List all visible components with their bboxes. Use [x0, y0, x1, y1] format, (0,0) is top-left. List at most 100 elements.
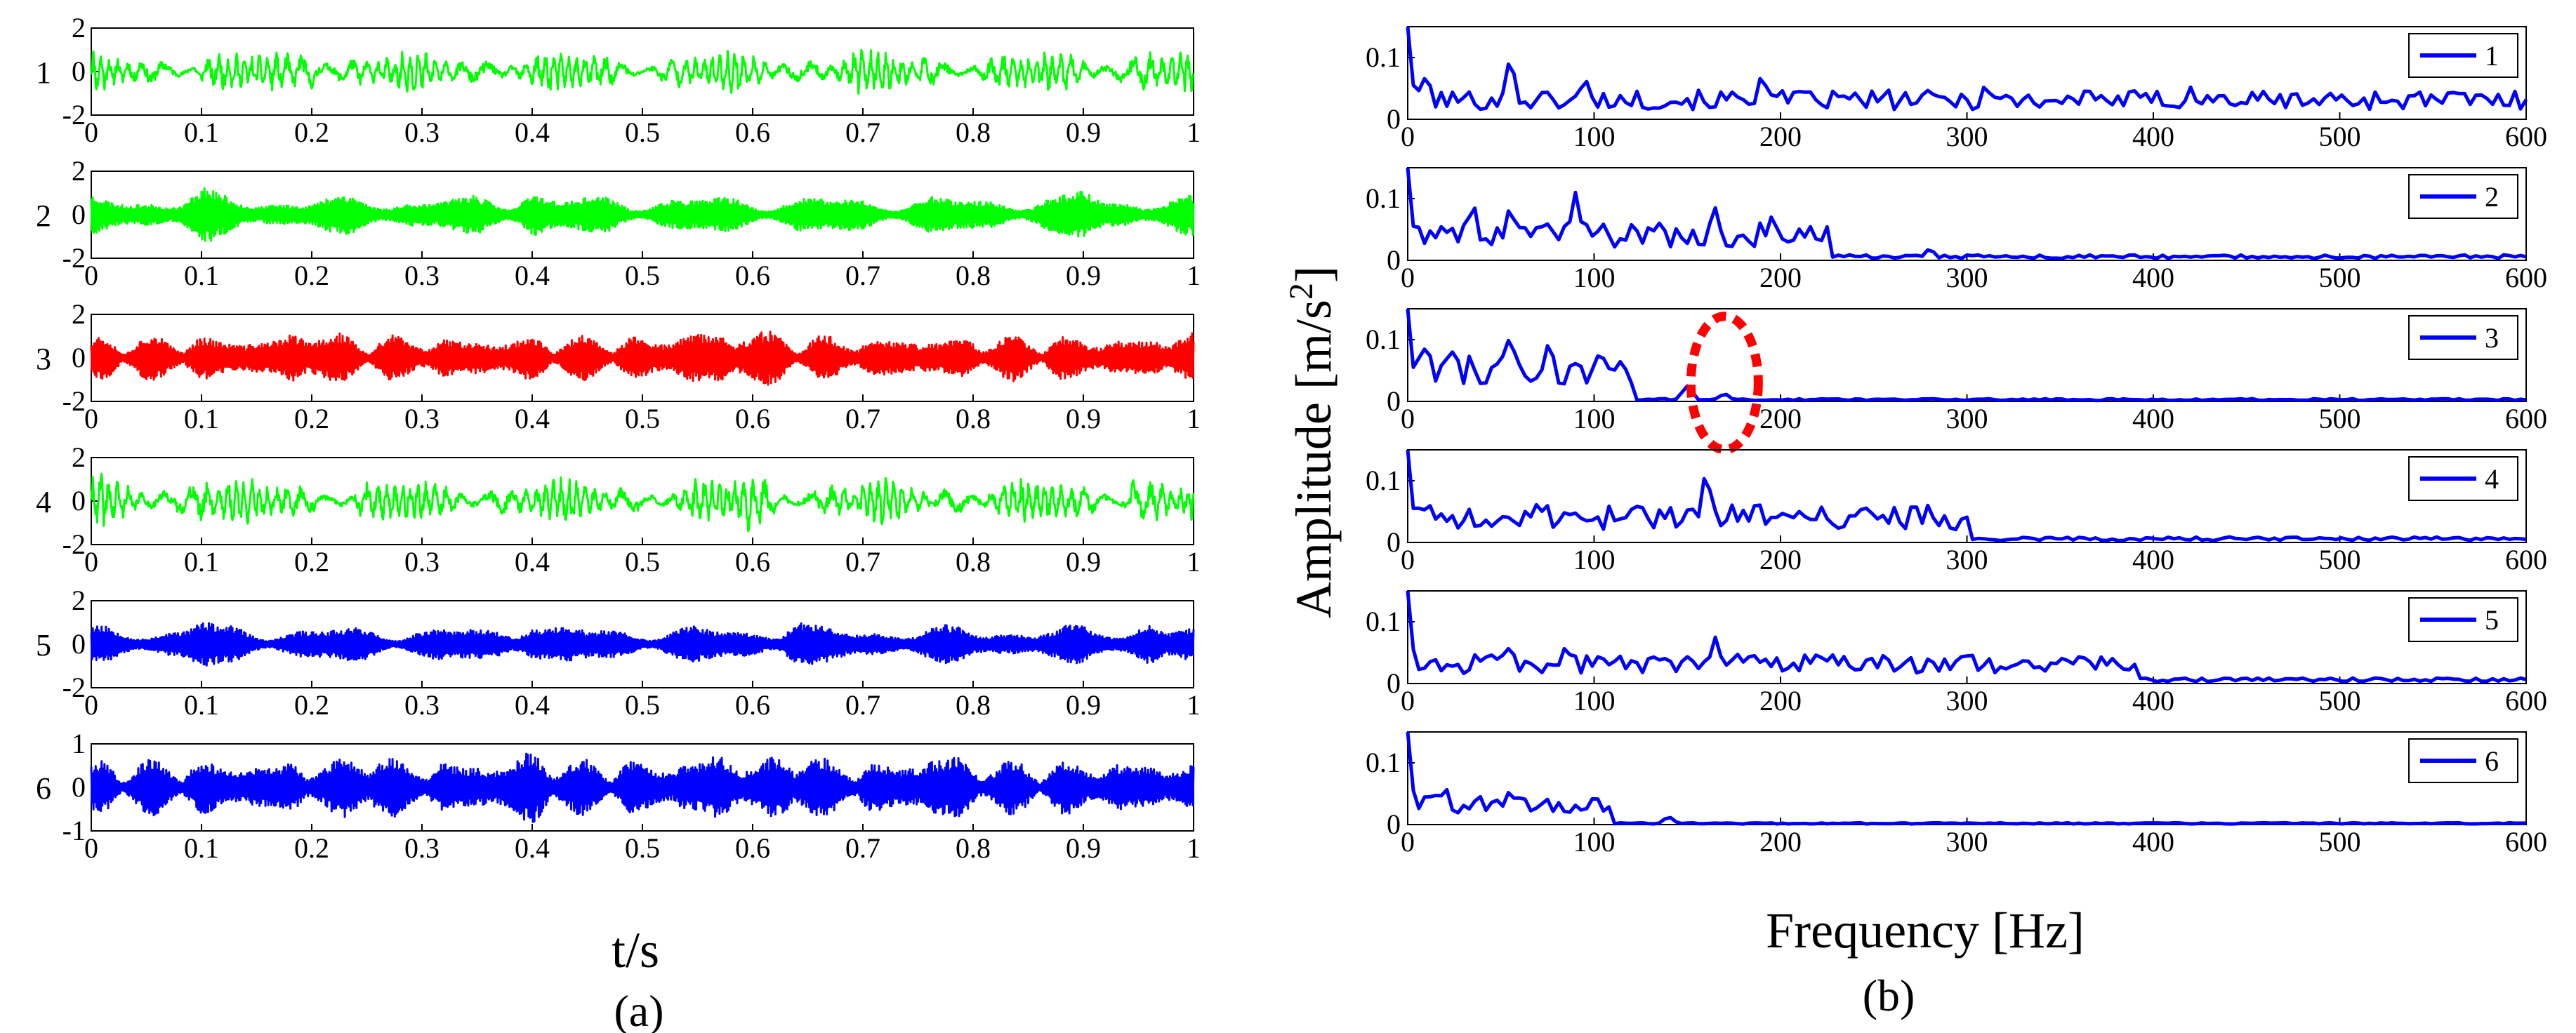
spectrum-subplot-2: 0 0.1 0 100 200 300 400 500 600 2 [1366, 167, 2547, 293]
spectrum-x-tick-label: 0 [1401, 826, 1415, 858]
spectrum-y-tick-label: 0.1 [1366, 606, 1401, 637]
spectrum-x-tick-label: 300 [1946, 544, 1988, 575]
time-x-tick-label: 0.4 [515, 832, 550, 864]
legend-label: 3 [2485, 322, 2499, 354]
spectrum-axes-frame [1407, 731, 2527, 825]
time-x-tick-label: 0.1 [184, 689, 219, 721]
time-y-tick-label: 0 [72, 771, 86, 803]
spectrum-x-tick-label: 500 [2319, 403, 2361, 434]
time-x-tick-label: 0.1 [184, 546, 219, 578]
spectrum-x-tick-label: 500 [2319, 685, 2361, 717]
time-subplot-1: 20-210 0.1 0.2 0.3 0.4 0.5 0.6 0.7 0.8 0.9 1 [36, 12, 1201, 148]
time-signal-3 [90, 331, 1195, 386]
panel-b-xlabel: Frequency [Hz] [1766, 902, 2085, 959]
spectrum-legend: 2 [2408, 174, 2518, 219]
spectrum-x-tick-label: 200 [1759, 121, 1802, 152]
time-x-tick-label: 1 [1187, 116, 1201, 148]
time-y-tick-label: 1 [72, 728, 86, 759]
time-x-tick-label: 0.8 [956, 832, 991, 864]
legend-label: 2 [2485, 181, 2499, 213]
spectrum-x-tick-label: 0 [1401, 262, 1415, 293]
spectrum-subplot-5: 0 0.1 0 100 200 300 400 500 600 5 [1366, 590, 2547, 717]
spectrum-line-3 [1406, 308, 2527, 403]
time-x-tick-label: 0.2 [294, 546, 329, 578]
spectrum-line-1 [1406, 26, 2528, 112]
time-x-tick-label: 0.6 [735, 403, 770, 434]
time-x-tick-label: 1 [1187, 260, 1201, 291]
spectrum-y-tick-label: 0 [1387, 808, 1401, 840]
spectrum-subplot-4: 0 0.1 0 100 200 300 400 500 600 4 [1366, 449, 2547, 575]
spectrum-x-tick-label: 0 [1401, 685, 1415, 717]
time-y-tick-label: 2 [72, 585, 86, 616]
time-x-tick-label: 0 [84, 832, 98, 864]
time-x-tick-label: 0 [84, 689, 98, 721]
time-y-tick-label: 0 [72, 485, 86, 516]
time-x-tick-label: 0.1 [184, 260, 219, 291]
spectrum-y-tick-label: 0 [1387, 526, 1401, 558]
spectrum-x-tick-label: 500 [2319, 826, 2361, 858]
spectrum-x-tick-label: 0 [1401, 403, 1415, 434]
spectrum-x-tick-label: 400 [2132, 403, 2174, 434]
time-x-tick-label: 0 [84, 260, 98, 291]
time-x-tick-label: 0.9 [1066, 832, 1101, 864]
time-x-tick-label: 0.5 [625, 832, 660, 864]
spectrum-x-tick-label: 100 [1573, 403, 1616, 434]
time-x-tick-label: 0.7 [845, 546, 880, 578]
highlight-ellipse [1686, 312, 1763, 455]
spectrum-y-tick-label: 0.1 [1366, 465, 1401, 496]
time-signal-5 [90, 622, 1195, 667]
time-x-tick-label: 0.7 [845, 832, 880, 864]
time-x-tick-label: 1 [1187, 546, 1201, 578]
legend-label: 6 [2485, 745, 2499, 777]
spectrum-axes-frame [1407, 449, 2527, 543]
time-x-tick-label: 0.9 [1066, 546, 1101, 578]
time-x-tick-label: 0.1 [184, 832, 219, 864]
time-x-tick-label: 0.7 [845, 116, 880, 148]
spectrum-x-tick-label: 100 [1573, 262, 1616, 293]
time-x-tick-label: 0.6 [735, 546, 770, 578]
time-y-tick-label: 2 [72, 298, 86, 330]
time-signal-4 [90, 472, 1195, 533]
spectrum-y-tick-label: 0.1 [1366, 324, 1401, 355]
spectrum-y-tick-label: 0 [1387, 667, 1401, 699]
spectrum-legend: 5 [2408, 597, 2518, 642]
spectrum-axes-frame [1407, 590, 2527, 684]
time-subplot-label: 3 [36, 342, 51, 376]
time-x-tick-label: 0.4 [515, 116, 550, 148]
spectrum-x-tick-label: 400 [2132, 544, 2174, 575]
spectrum-x-tick-label: 600 [2505, 262, 2547, 293]
time-subplot-2: 20-220 0.1 0.2 0.3 0.4 0.5 0.6 0.7 0.8 0.9 1 [36, 155, 1201, 291]
spectrum-x-tick-label: 400 [2132, 685, 2174, 717]
spectrum-x-tick-label: 200 [1759, 544, 1802, 575]
time-x-tick-label: 0.4 [515, 403, 550, 434]
spectrum-x-tick-label: 200 [1759, 403, 1802, 434]
time-x-tick-label: 0.8 [956, 260, 991, 291]
time-subplot-label: 5 [36, 628, 51, 662]
time-subplot-label: 6 [36, 771, 51, 806]
legend-label: 4 [2485, 463, 2499, 495]
time-x-tick-label: 0.1 [184, 403, 219, 434]
spectrum-x-tick-label: 200 [1759, 826, 1802, 858]
panel-b-ylabel-superscript: 2 [1283, 283, 1320, 300]
time-x-tick-label: 0.6 [735, 689, 770, 721]
time-x-tick-label: 0.3 [404, 403, 440, 434]
time-subplot-6: 10-160 0.1 0.2 0.3 0.4 0.5 0.6 0.7 0.8 0.9 1 [36, 728, 1201, 864]
time-x-tick-label: 0.9 [1066, 689, 1101, 721]
legend-label: 5 [2485, 604, 2499, 636]
spectrum-legend: 1 [2408, 33, 2518, 78]
spectrum-x-tick-label: 500 [2319, 544, 2361, 575]
time-x-tick-label: 0.7 [845, 403, 880, 434]
time-x-tick-label: 0.8 [956, 689, 991, 721]
time-subplot-label: 2 [36, 199, 51, 233]
time-x-tick-label: 0.3 [404, 116, 440, 148]
spectrum-y-tick-label: 0 [1387, 103, 1401, 135]
spectrum-x-tick-label: 300 [1946, 403, 1988, 434]
time-x-tick-label: 0.6 [735, 116, 770, 148]
spectrum-axes-frame [1407, 167, 2527, 261]
time-x-tick-label: 0.7 [845, 689, 880, 721]
spectrum-x-tick-label: 100 [1573, 121, 1616, 152]
spectrum-x-tick-label: 300 [1946, 685, 1988, 717]
time-y-tick-label: 2 [72, 441, 86, 473]
time-x-tick-label: 0.4 [515, 546, 550, 578]
panel-a-time-signals: 20-210 0.1 0.2 0.3 0.4 0.5 0.6 0.7 0.8 0.9 120-220… [36, 12, 1201, 864]
